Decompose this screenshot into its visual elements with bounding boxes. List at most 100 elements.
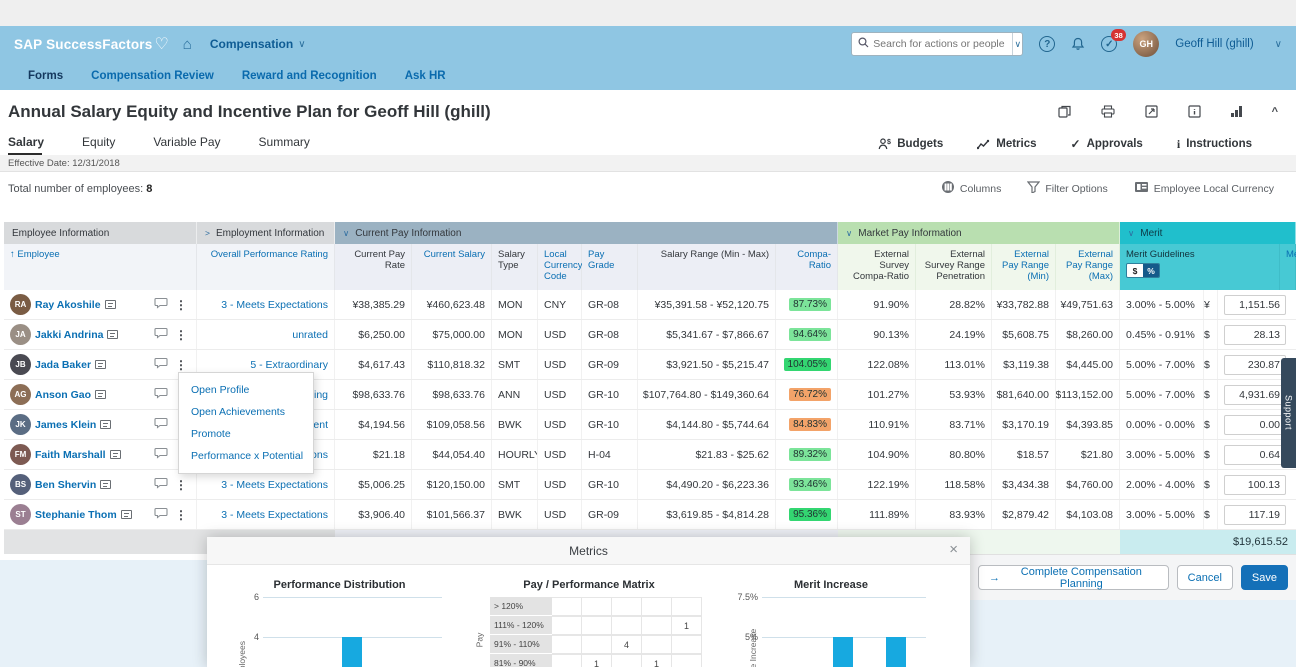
table-row[interactable]: BS Ben Shervin ⋮ 3 - Meets Expectations $5,0… xyxy=(4,470,1296,500)
context-menu-item-open-profile[interactable]: Open Profile xyxy=(191,384,250,396)
group-header-market-pay-information[interactable]: ∨ Market Pay Information xyxy=(838,222,1120,244)
notifications-bell-icon[interactable] xyxy=(1071,37,1085,51)
collapse-chevron-up-icon[interactable]: ^ xyxy=(1271,105,1278,118)
copy-icon[interactable] xyxy=(1058,105,1071,118)
merit-amount-input[interactable] xyxy=(1224,384,1286,405)
module-tab-compensation-review[interactable]: Compensation Review xyxy=(91,70,214,82)
merit-currency-toggle[interactable]: $% xyxy=(1126,263,1160,279)
rating-cell[interactable]: unrated xyxy=(197,320,335,349)
tool-filter-options[interactable]: Filter Options xyxy=(1027,181,1108,196)
charts-icon[interactable] xyxy=(1231,106,1242,117)
merit-amount-input[interactable] xyxy=(1224,294,1286,315)
table-row[interactable]: JB Jada Baker ⋮ 5 - Extraordinary $4,617.43 $… xyxy=(4,350,1296,380)
employee-name-link[interactable]: Jakki Andrina xyxy=(35,328,104,341)
action-instructions[interactable]: i Instructions xyxy=(1177,137,1252,152)
employee-name-link[interactable]: James Klein xyxy=(35,418,97,431)
tool-employee-local-currency[interactable]: Employee Local Currency xyxy=(1134,181,1274,196)
performance-rating-link[interactable]: 5 - Extraordinary xyxy=(250,358,328,371)
save-button[interactable]: Save xyxy=(1240,565,1288,590)
column-header-current-salary[interactable]: Current Salary xyxy=(412,244,492,290)
info-icon[interactable] xyxy=(1188,105,1201,118)
tab-salary[interactable]: Salary xyxy=(8,135,44,156)
employee-name-link[interactable]: Ben Shervin xyxy=(35,478,97,491)
chat-icon[interactable] xyxy=(154,327,168,342)
module-tab-ask-hr[interactable]: Ask HR xyxy=(404,70,446,82)
group-header-employee-information[interactable]: Employee Information xyxy=(4,222,197,244)
chat-icon[interactable] xyxy=(154,387,168,402)
rating-cell[interactable]: 3 - Meets Expectations xyxy=(197,290,335,319)
action-approvals[interactable]: ✓ Approvals xyxy=(1071,137,1143,151)
tab-variable-pay[interactable]: Variable Pay xyxy=(153,135,221,149)
chat-icon[interactable] xyxy=(154,447,168,462)
support-tab[interactable]: Support xyxy=(1281,358,1296,468)
user-avatar[interactable]: GH xyxy=(1133,31,1160,57)
home-icon[interactable]: ⌂ xyxy=(182,35,192,53)
performance-rating-link[interactable]: 3 - Meets Expectations xyxy=(221,298,328,311)
column-header-pay-grade[interactable]: Pay Grade xyxy=(582,244,638,290)
column-header-salary-range-min-max-[interactable]: Salary Range (Min - Max) xyxy=(638,244,776,290)
tab-equity[interactable]: Equity xyxy=(82,135,116,149)
chat-icon[interactable] xyxy=(154,357,168,372)
action-metrics[interactable]: Metrics xyxy=(977,138,1037,150)
column-header-external-pay-range-max-[interactable]: External Pay Range (Max) xyxy=(1056,244,1120,290)
merit-amount-input[interactable] xyxy=(1224,504,1286,525)
rating-cell[interactable]: 3 - Meets Expectations xyxy=(197,470,335,499)
todo-icon[interactable]: ✓ 38 xyxy=(1101,29,1127,52)
context-menu-item-performance-x-potential[interactable]: Performance x Potential xyxy=(191,450,304,462)
percent-toggle[interactable]: % xyxy=(1143,264,1159,278)
chat-icon[interactable] xyxy=(154,297,168,312)
table-row[interactable]: RA Ray Akoshile ⋮ 3 - Meets Expectations ¥38… xyxy=(4,290,1296,320)
rating-cell[interactable]: 3 - Meets Expectations xyxy=(197,500,335,529)
column-header-merit[interactable]: Merit xyxy=(1280,244,1296,290)
column-header-compa-ratio[interactable]: Compa-Ratio xyxy=(776,244,838,290)
print-icon[interactable] xyxy=(1101,105,1115,118)
row-menu-kebab-icon[interactable]: ⋮ xyxy=(175,507,187,522)
module-tab-reward-and-recognition[interactable]: Reward and Recognition xyxy=(241,70,377,82)
column-header-overall-performance-rating[interactable]: Overall Performance Rating xyxy=(197,244,335,290)
chat-icon[interactable] xyxy=(154,507,168,522)
context-menu-item-open-achievements[interactable]: Open Achievements xyxy=(191,406,285,418)
tool-columns[interactable]: Columns xyxy=(941,180,1001,197)
module-selector[interactable]: Compensation xyxy=(209,37,294,51)
chat-icon[interactable] xyxy=(154,417,168,432)
search-box[interactable]: ∨ xyxy=(851,32,1024,56)
employee-name-link[interactable]: Ray Akoshile xyxy=(35,298,101,311)
dollar-toggle[interactable]: $ xyxy=(1127,264,1143,278)
user-name[interactable]: Geoff Hill (ghill) xyxy=(1175,38,1254,50)
column-header-merit-guidelines[interactable]: Merit Guidelines $% xyxy=(1120,244,1280,290)
column-header-external-survey-compa-ratio[interactable]: External Survey Compa-Ratio xyxy=(838,244,916,290)
merit-amount-input[interactable] xyxy=(1224,354,1286,375)
help-icon[interactable]: ? xyxy=(1039,36,1056,52)
column-header-salary-type[interactable]: Salary Type xyxy=(492,244,538,290)
column-header-external-pay-range-min-[interactable]: External Pay Range (Min) xyxy=(992,244,1056,290)
group-header-merit[interactable]: ∨ Merit xyxy=(1120,222,1296,244)
row-menu-kebab-icon[interactable]: ⋮ xyxy=(175,477,187,492)
table-row[interactable]: ST Stephanie Thom ⋮ 3 - Meets Expectations $… xyxy=(4,500,1296,530)
action-budgets[interactable]: $ Budgets xyxy=(878,138,943,150)
merit-amount-input[interactable] xyxy=(1224,474,1286,495)
column-header-local-currency-code[interactable]: Local Currency Code xyxy=(538,244,583,290)
close-icon[interactable]: × xyxy=(949,541,958,558)
tab-summary[interactable]: Summary xyxy=(258,135,310,149)
search-input[interactable] xyxy=(869,38,1013,50)
row-menu-kebab-icon[interactable]: ⋮ xyxy=(175,297,187,312)
export-icon[interactable] xyxy=(1145,105,1158,118)
column-header-external-survey-range-penetration[interactable]: External Survey Range Penetration xyxy=(916,244,992,290)
search-scope-dropdown[interactable]: ∨ xyxy=(1012,33,1022,55)
user-menu-chevron-icon[interactable]: ∨ xyxy=(1274,38,1282,50)
table-row[interactable]: JA Jakki Andrina ⋮ unrated $6,250.00 $75,000.… xyxy=(4,320,1296,350)
employee-name-link[interactable]: Stephanie Thom xyxy=(35,508,117,521)
group-header-current-pay-information[interactable]: ∨ Current Pay Information xyxy=(335,222,838,244)
column-header-employee[interactable]: ↑ Employee xyxy=(4,244,197,290)
merit-amount-input[interactable] xyxy=(1224,444,1286,465)
cancel-button[interactable]: Cancel xyxy=(1176,565,1233,590)
performance-rating-link[interactable]: 3 - Meets Expectations xyxy=(221,478,328,491)
row-menu-kebab-icon[interactable]: ⋮ xyxy=(175,327,187,342)
employee-name-link[interactable]: Jada Baker xyxy=(35,358,92,371)
merit-amount-input[interactable] xyxy=(1224,414,1286,435)
chat-icon[interactable] xyxy=(154,477,168,492)
merit-amount-input[interactable] xyxy=(1224,324,1286,345)
context-menu-item-promote[interactable]: Promote xyxy=(191,428,231,440)
group-header-employment-information[interactable]: > Employment Information xyxy=(197,222,335,244)
employee-name-link[interactable]: Anson Gao xyxy=(35,388,92,401)
